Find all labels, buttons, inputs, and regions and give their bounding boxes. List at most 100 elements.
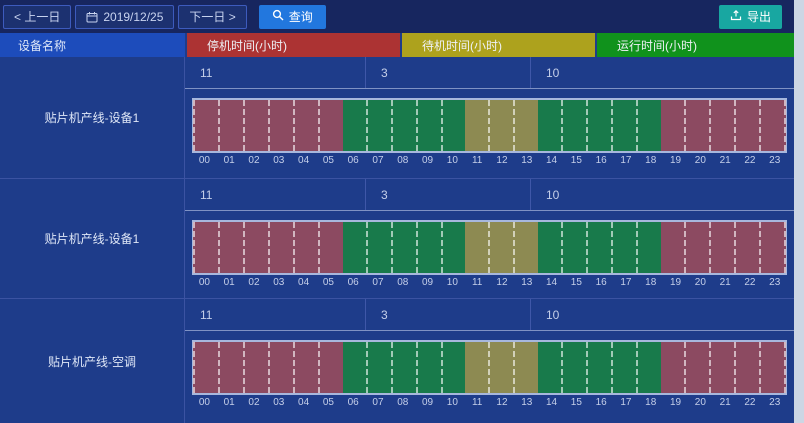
device-rows: 贴片机产线-设备1 11 3 10 00 01 02 03 04 05 06 07 08 09 10…	[0, 57, 804, 423]
prev-day-button[interactable]: < 上一日	[3, 4, 72, 29]
export-upload-icon	[730, 9, 742, 24]
row-chart: 11 3 10 00 01 02 03 04 05 06 07 08 09 10 11 12 13 14 15…	[185, 299, 804, 423]
hour-cell	[636, 342, 662, 393]
hour-label: 03	[273, 155, 285, 166]
hour-label: 18	[645, 277, 657, 288]
hour-cell	[586, 100, 612, 151]
hour-cell	[390, 222, 416, 273]
hour-cell	[193, 222, 218, 273]
summary-value: 3	[366, 57, 531, 88]
hour-cell	[513, 100, 539, 151]
hour-label: 16	[595, 155, 607, 166]
summary-value: 10	[546, 307, 560, 322]
summary-value-row: 11 3 10	[185, 179, 804, 211]
hour-label: 17	[620, 397, 632, 408]
timeline-axis: 00 01 02 03 04 05 06 07 08 09 10 11 12 13 14 15 16 17 18 19…	[192, 155, 787, 166]
hour-cell	[684, 100, 710, 151]
hour-label: 01	[223, 277, 235, 288]
hour-label: 07	[372, 397, 384, 408]
summary-value-row: 11 3 10	[185, 299, 804, 331]
export-button[interactable]: 导出	[718, 4, 782, 29]
hour-cell	[586, 222, 612, 273]
device-name: 贴片机产线-空调	[0, 299, 185, 423]
hour-label: 22	[744, 155, 756, 166]
hour-cell	[488, 342, 514, 393]
hour-cell	[342, 342, 366, 393]
hour-label: 03	[273, 397, 285, 408]
hour-cell	[292, 342, 318, 393]
timeline-bar-wrap: 00 01 02 03 04 05 06 07 08 09 10 11 12 13 14 15 16 17 18 19…	[192, 220, 787, 288]
hour-cell	[292, 222, 318, 273]
hour-label: 09	[422, 397, 434, 408]
hour-cell	[365, 100, 391, 151]
hour-cell	[636, 222, 662, 273]
hour-label: 22	[744, 277, 756, 288]
hour-cell	[365, 342, 391, 393]
hour-cell	[217, 342, 243, 393]
hour-cell	[488, 100, 514, 151]
hour-label: 04	[298, 277, 310, 288]
hour-label: 06	[347, 277, 359, 288]
hour-label: 05	[322, 397, 334, 408]
date-value: 2019/12/25	[103, 9, 164, 24]
hour-label: 15	[570, 277, 582, 288]
hour-cell	[317, 222, 343, 273]
device-name: 贴片机产线-设备1	[0, 57, 185, 178]
hour-cell	[465, 222, 489, 273]
column-header: 待机时间(小时)	[400, 33, 595, 57]
hour-label: 03	[273, 277, 285, 288]
scrollbar-track[interactable]	[794, 0, 804, 423]
hour-cell	[758, 342, 786, 393]
hour-cell	[733, 342, 759, 393]
search-button-label: 查询	[288, 10, 313, 24]
hour-label: 00	[198, 277, 210, 288]
hour-cell	[440, 342, 466, 393]
hour-cell	[538, 342, 562, 393]
hour-label: 17	[620, 155, 632, 166]
hour-cell	[733, 100, 759, 151]
hour-label: 00	[198, 155, 210, 166]
hour-label: 10	[446, 397, 458, 408]
timeline-bar-wrap: 00 01 02 03 04 05 06 07 08 09 10 11 12 13 14 15 16 17 18 19…	[192, 340, 787, 408]
row-chart: 11 3 10 00 01 02 03 04 05 06 07 08 09 10 11 12 13 14 15…	[185, 179, 804, 298]
hour-cell	[561, 342, 587, 393]
hour-label: 21	[719, 277, 731, 288]
hour-cell	[365, 222, 391, 273]
hour-label: 04	[298, 397, 310, 408]
hour-cell	[661, 222, 685, 273]
summary-value: 3	[366, 179, 531, 210]
hour-cell	[415, 222, 441, 273]
hour-cell	[415, 100, 441, 151]
hour-label: 21	[719, 155, 731, 166]
hour-cell	[538, 222, 562, 273]
hour-label: 08	[397, 277, 409, 288]
hour-label: 02	[248, 277, 260, 288]
hour-cell	[317, 100, 343, 151]
hour-cell	[758, 222, 786, 273]
hour-cell	[242, 100, 268, 151]
hour-label: 16	[595, 397, 607, 408]
table-row: 贴片机产线-空调 11 3 10 00 01 02 03 04 05 06 07 08 09 10 1…	[0, 298, 804, 423]
search-icon	[272, 9, 284, 24]
hour-cell	[488, 222, 514, 273]
timeline-bar	[192, 340, 787, 395]
date-picker[interactable]: 2019/12/25	[75, 4, 175, 29]
hour-label: 01	[223, 397, 235, 408]
hour-cell	[292, 100, 318, 151]
next-day-button[interactable]: 下一日 >	[178, 4, 247, 29]
hour-label: 05	[322, 277, 334, 288]
hour-label: 13	[521, 155, 533, 166]
toolbar: < 上一日 2019/12/25 下一日 > 查询	[0, 0, 804, 33]
hour-cell	[684, 342, 710, 393]
hour-label: 11	[471, 397, 483, 408]
summary-value: 11	[185, 57, 366, 88]
search-button[interactable]: 查询	[258, 4, 326, 29]
hour-label: 14	[545, 397, 558, 408]
hour-label: 14	[545, 155, 558, 166]
timeline-bar	[192, 98, 787, 153]
hour-label: 12	[496, 397, 508, 408]
hour-label: 23	[769, 155, 781, 166]
hour-cell	[217, 100, 243, 151]
hour-cell	[217, 222, 243, 273]
hour-cell	[242, 342, 268, 393]
